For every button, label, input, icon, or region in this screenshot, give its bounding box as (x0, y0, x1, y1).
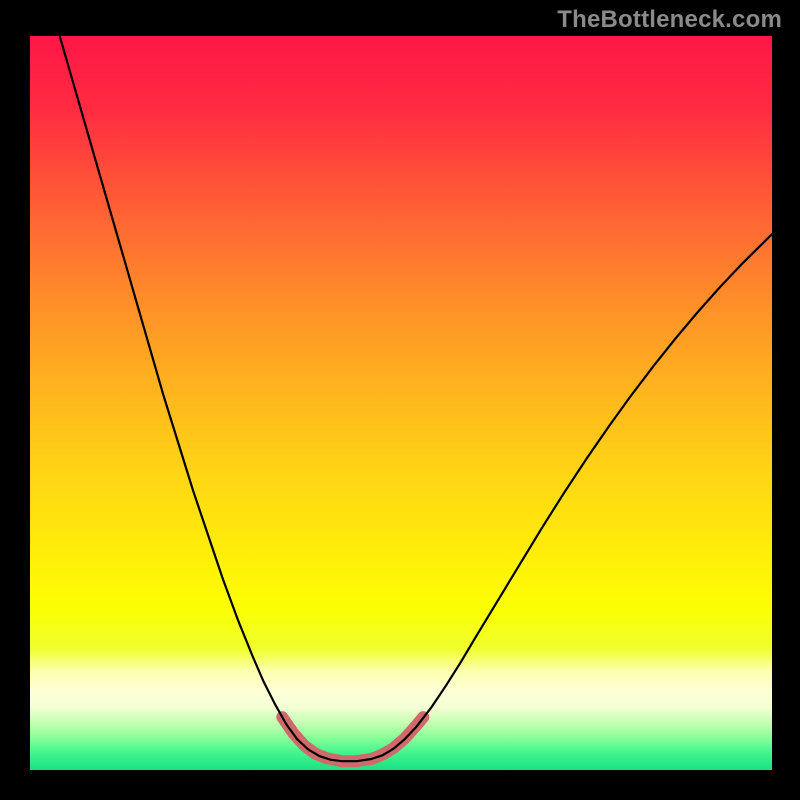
main-curve (60, 36, 772, 761)
chart-svg (30, 36, 772, 770)
highlight-band (282, 717, 423, 761)
plot-area (30, 36, 772, 770)
watermark-text: TheBottleneck.com (557, 6, 782, 34)
